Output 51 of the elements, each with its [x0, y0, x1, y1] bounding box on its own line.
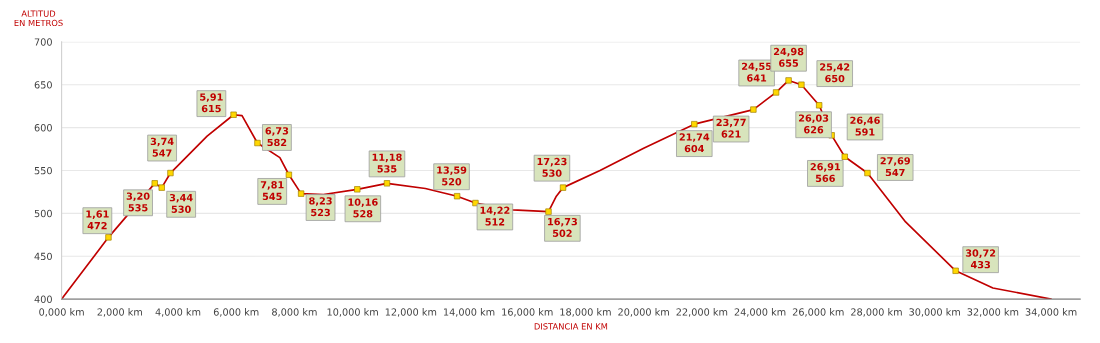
x-tick-label: 22,000 km — [676, 308, 728, 317]
x-tick-label: 0,000 km — [39, 308, 84, 317]
data-label: 25,42 650 — [820, 63, 850, 83]
data-label: 17,23 530 — [537, 157, 567, 177]
y-tick-label: 700 — [34, 38, 52, 46]
data-label: 10,16 528 — [348, 198, 378, 218]
x-tick-label: 10,000 km — [327, 308, 378, 317]
x-tick-label: 8,000 km — [272, 308, 317, 317]
data-label: 3,20 535 — [126, 192, 150, 212]
x-tick-label: 24,000 km — [734, 308, 786, 317]
y-tick-label: 500 — [34, 209, 52, 218]
data-label: 3,44 530 — [169, 193, 193, 213]
y-tick-label: 450 — [34, 252, 52, 261]
data-label: 30,72 433 — [965, 249, 996, 269]
data-label: 3,74 547 — [150, 137, 174, 157]
data-label: 14,22 512 — [480, 206, 510, 226]
x-tick-label: 20,000 km — [618, 308, 669, 317]
data-label: 6,73 582 — [265, 127, 289, 147]
x-tick-label: 12,000 km — [385, 308, 437, 317]
x-tick-label: 16,000 km — [502, 308, 553, 317]
x-tick-label: 26,000 km — [792, 308, 844, 317]
y-tick-label: 600 — [34, 124, 52, 132]
data-label: 23,77 621 — [716, 118, 746, 138]
y-tick-label: 400 — [34, 295, 52, 303]
data-label: 26,91 566 — [810, 163, 841, 183]
data-label: 27,69 547 — [880, 157, 910, 177]
x-tick-label: 2,000 km — [97, 308, 142, 317]
data-label: 1,61 472 — [86, 210, 109, 230]
y-axis-title: ALTITUD EN METROS — [14, 10, 63, 27]
data-label: 16,73 502 — [548, 217, 577, 237]
data-label: 5,91 615 — [200, 93, 223, 113]
data-label: 13,59 520 — [437, 166, 467, 186]
x-tick-label: 14,000 km — [444, 308, 495, 317]
data-label: 11,18 535 — [372, 153, 402, 173]
x-tick-label: 18,000 km — [560, 308, 611, 317]
y-tick-label: 550 — [34, 166, 52, 175]
x-tick-label: 6,000 km — [213, 308, 259, 317]
x-tick-label: 28,000 km — [851, 308, 902, 317]
x-tick-label: 34,000 km — [1025, 308, 1077, 317]
x-tick-label: 30,000 km — [909, 308, 960, 317]
x-axis-title: DISTANCIA EN KM — [534, 323, 608, 330]
data-label: 7,81 545 — [260, 181, 284, 201]
data-label: 26,46 591 — [850, 116, 880, 136]
x-tick-label: 32,000 km — [967, 308, 1019, 317]
y-tick-label: 650 — [34, 81, 52, 89]
data-label: 21,74 604 — [679, 133, 710, 153]
data-label: 26,03 626 — [798, 114, 829, 134]
data-label: 8,23 523 — [309, 197, 332, 217]
data-label: 24,98 655 — [773, 47, 804, 67]
x-tick-label: 4,000 km — [155, 308, 201, 317]
data-label: 24,55 641 — [742, 62, 772, 82]
